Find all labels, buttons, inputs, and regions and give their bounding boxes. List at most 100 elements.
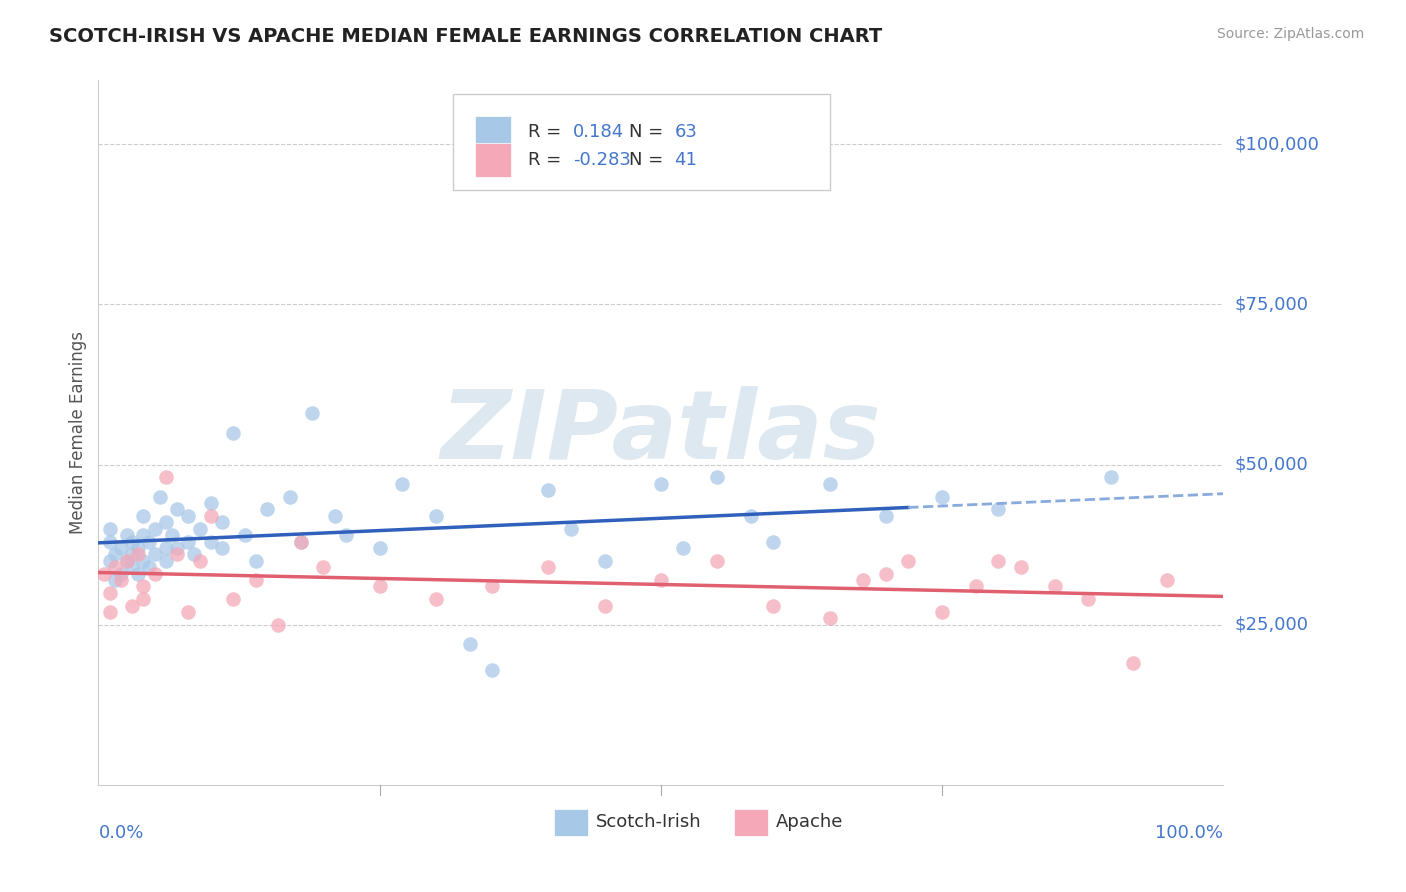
Point (155, 554, 177, 568)
Point (138, 560, 160, 574)
Point (115, 554, 138, 568)
Point (177, 508, 200, 523)
Point (98, 534, 121, 549)
Point (425, 592, 447, 607)
Text: N =: N = (630, 123, 669, 142)
Point (875, 508, 897, 523)
Point (762, 599, 785, 613)
Point (143, 547, 166, 561)
Point (115, 528, 138, 542)
Text: $50,000: $50,000 (1234, 456, 1308, 474)
Text: 0.0%: 0.0% (98, 823, 143, 842)
Point (222, 425, 245, 440)
Text: Scotch-Irish: Scotch-Irish (596, 814, 702, 831)
Text: $25,000: $25,000 (1234, 615, 1309, 634)
Point (188, 522, 211, 536)
Point (177, 605, 200, 619)
Point (323, 508, 346, 523)
Text: $100,000: $100,000 (1234, 136, 1319, 153)
Point (1077, 592, 1099, 607)
Point (143, 522, 166, 536)
Point (222, 592, 245, 607)
Point (166, 541, 188, 555)
Point (278, 490, 301, 504)
Text: Source: ZipAtlas.com: Source: ZipAtlas.com (1216, 27, 1364, 41)
Point (104, 560, 127, 574)
Point (155, 470, 177, 484)
Point (481, 579, 503, 593)
Y-axis label: Median Female Earnings: Median Female Earnings (69, 331, 87, 534)
Point (1043, 579, 1066, 593)
Point (98, 522, 121, 536)
Point (127, 566, 149, 581)
Point (852, 573, 875, 587)
Text: 0.184: 0.184 (574, 123, 624, 142)
Point (875, 566, 897, 581)
Point (115, 554, 138, 568)
Point (127, 541, 149, 555)
Point (368, 541, 391, 555)
Text: $75,000: $75,000 (1234, 295, 1309, 313)
Point (98, 586, 121, 600)
Point (160, 528, 183, 542)
Point (211, 516, 233, 530)
Point (1156, 573, 1178, 587)
Point (987, 502, 1010, 516)
Text: Apache: Apache (776, 814, 844, 831)
Point (183, 547, 205, 561)
Text: R =: R = (529, 123, 567, 142)
Text: SCOTCH-IRISH VS APACHE MEDIAN FEMALE EARNINGS CORRELATION CHART: SCOTCH-IRISH VS APACHE MEDIAN FEMALE EAR… (49, 27, 883, 45)
Point (593, 554, 616, 568)
Point (481, 663, 503, 677)
Point (425, 508, 447, 523)
Text: -0.283: -0.283 (574, 151, 631, 169)
Bar (475, 116, 512, 149)
Bar (554, 809, 588, 836)
Point (931, 605, 953, 619)
Text: ZIPatlas: ZIPatlas (440, 386, 882, 479)
Point (104, 547, 127, 561)
Point (1099, 470, 1122, 484)
Point (1122, 657, 1144, 671)
Point (121, 534, 143, 549)
Point (740, 508, 762, 523)
Point (132, 554, 155, 568)
Point (211, 541, 233, 555)
Point (121, 599, 143, 613)
Text: 100.0%: 100.0% (1156, 823, 1223, 842)
Point (110, 566, 132, 581)
Point (706, 554, 728, 568)
Point (143, 566, 166, 581)
Point (593, 599, 616, 613)
Point (110, 541, 132, 555)
Point (267, 617, 290, 632)
Point (121, 560, 143, 574)
Text: R =: R = (529, 151, 567, 169)
Point (931, 490, 953, 504)
Point (650, 476, 672, 491)
Point (200, 496, 222, 510)
Bar (453, 95, 830, 189)
Point (127, 547, 149, 561)
Point (560, 522, 582, 536)
Point (301, 406, 323, 420)
Bar (475, 143, 512, 177)
Point (132, 528, 155, 542)
Point (897, 554, 920, 568)
Text: N =: N = (630, 151, 669, 169)
Point (290, 534, 312, 549)
Point (312, 560, 335, 574)
Point (965, 579, 987, 593)
Point (245, 573, 267, 587)
Point (98, 554, 121, 568)
Point (132, 579, 155, 593)
Point (706, 470, 728, 484)
Point (537, 483, 560, 498)
Point (188, 554, 211, 568)
Point (1010, 560, 1032, 574)
Point (233, 528, 256, 542)
Point (537, 560, 560, 574)
Point (818, 611, 841, 625)
Point (177, 534, 200, 549)
Point (458, 637, 481, 651)
